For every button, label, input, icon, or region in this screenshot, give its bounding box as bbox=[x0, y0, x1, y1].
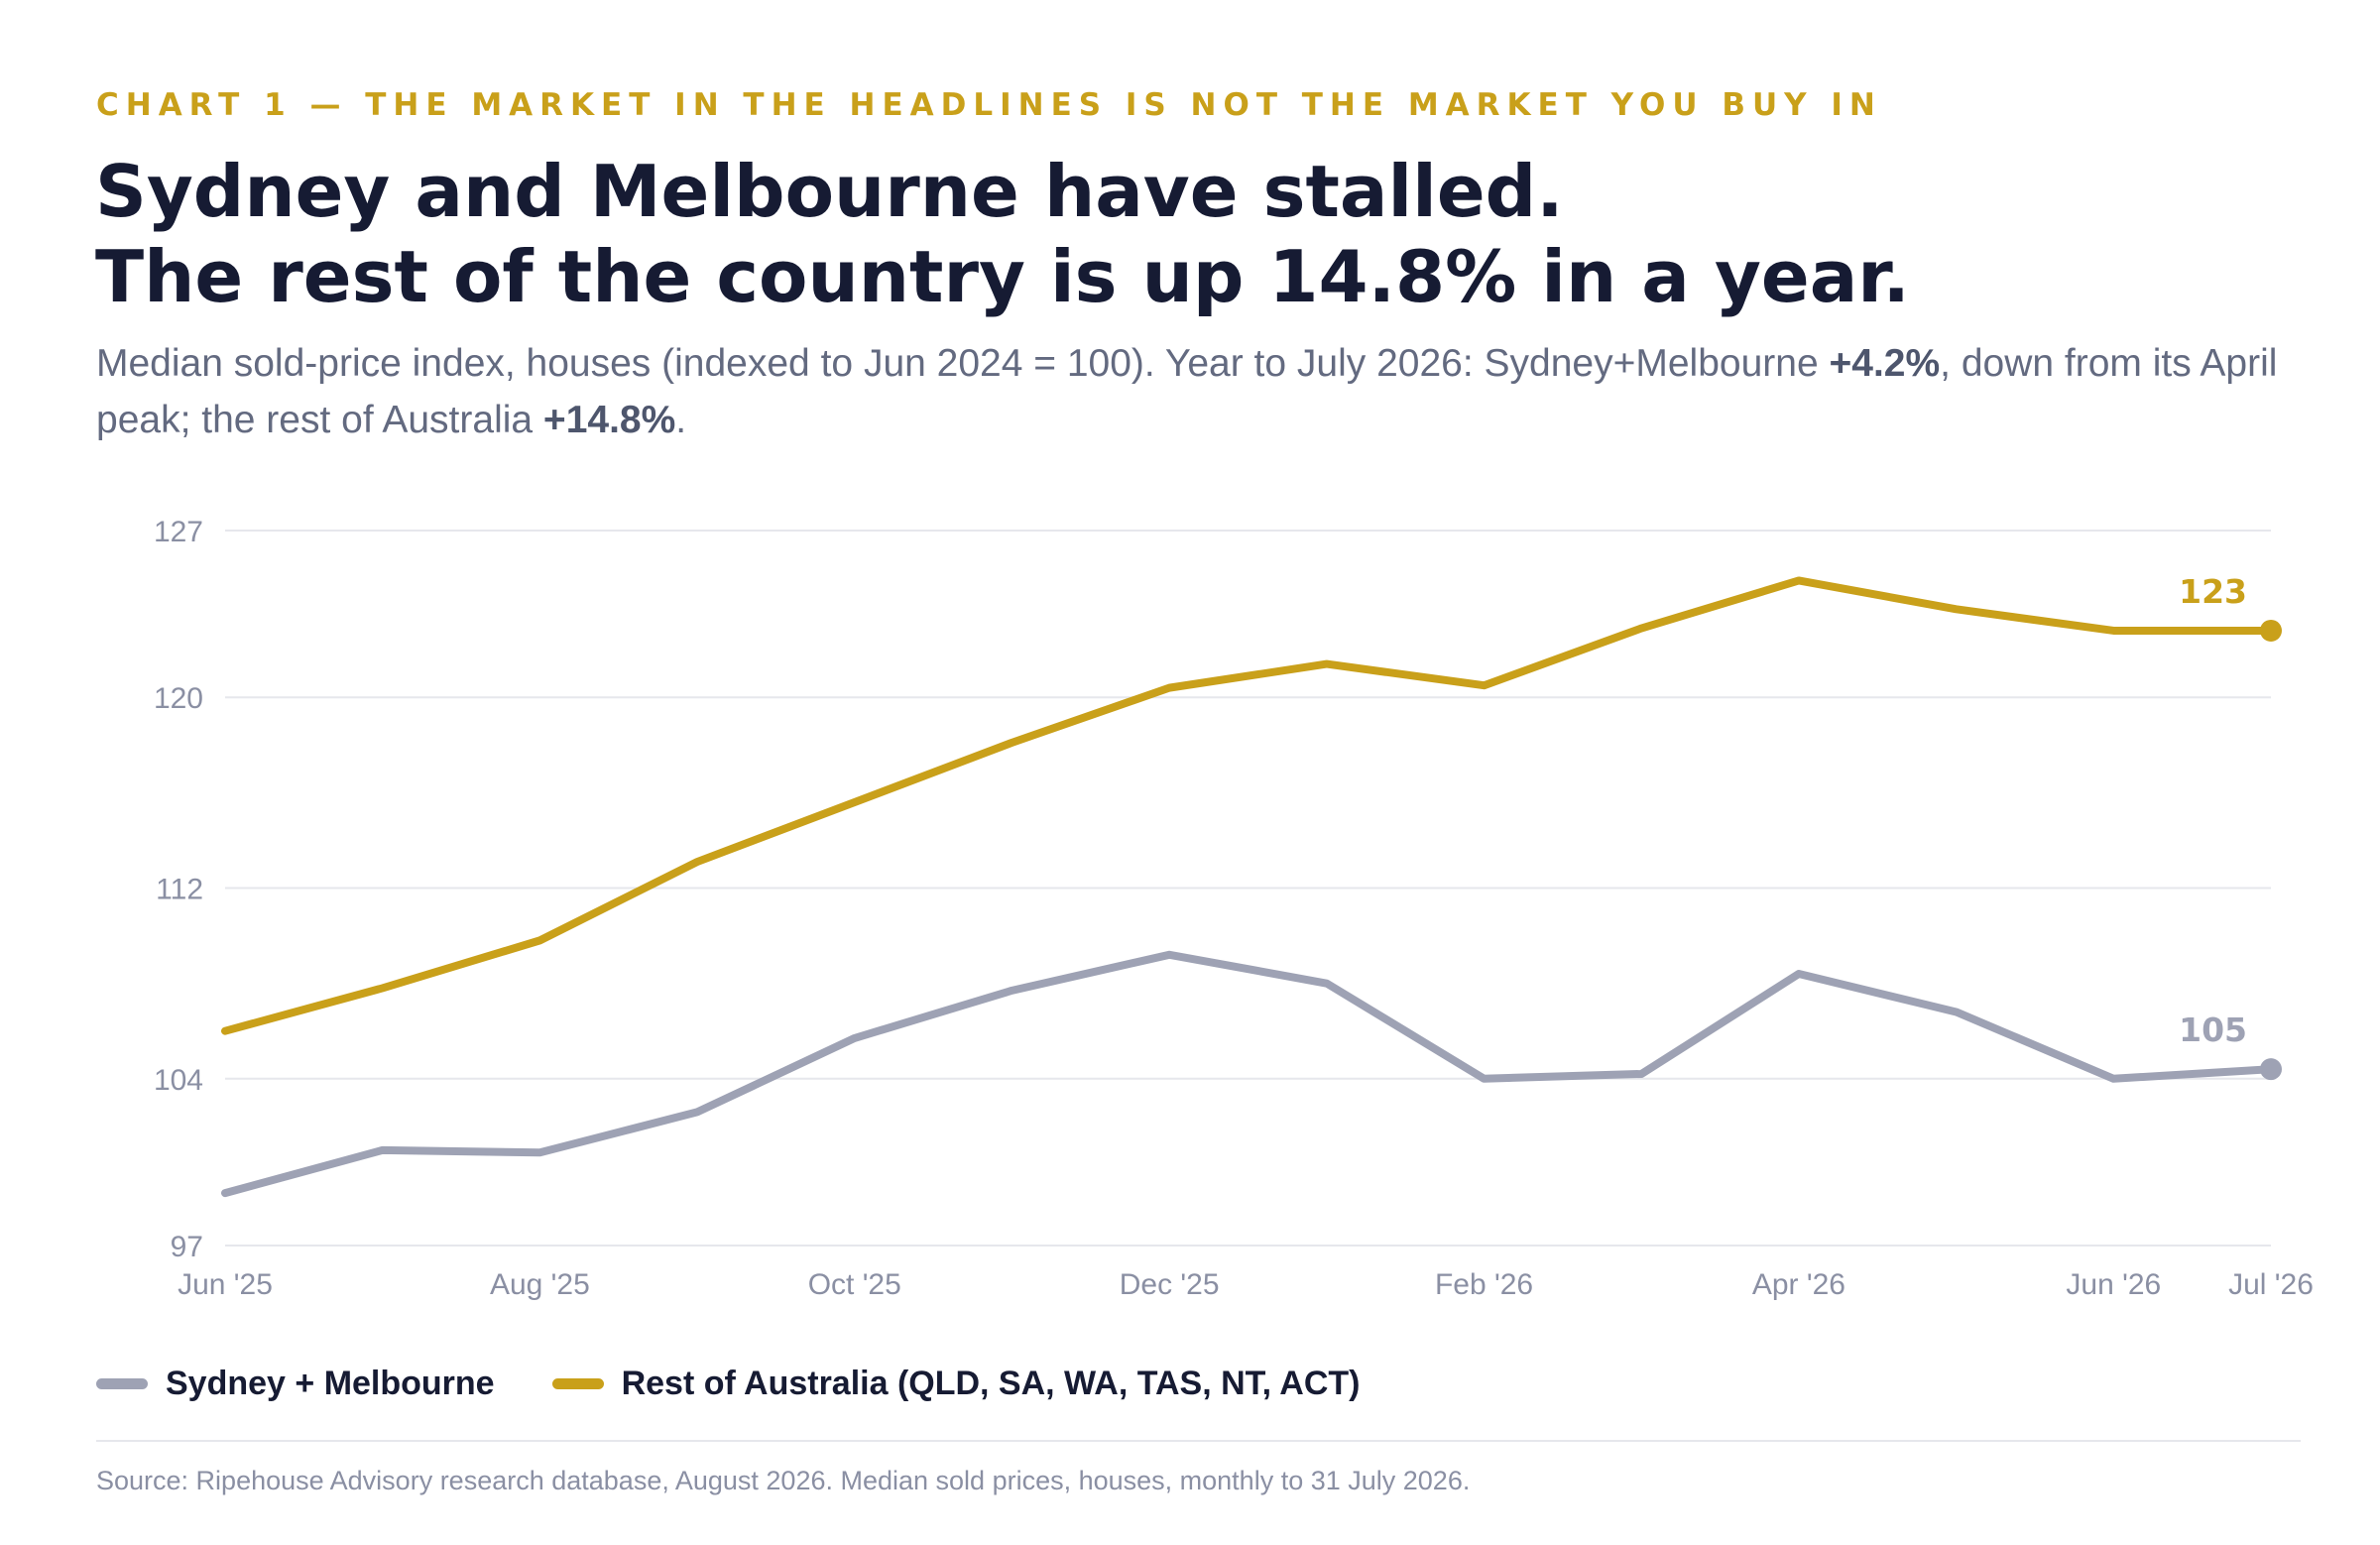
x-tick-label-feb-26: Feb '26 bbox=[1435, 1268, 1533, 1301]
end-label-sydney-melbourne: 105 bbox=[2179, 1010, 2247, 1049]
x-tick-label-aug-25: Aug '25 bbox=[490, 1268, 590, 1301]
x-tick-label-jun-26: Jun '26 bbox=[2066, 1268, 2161, 1301]
chart-kicker: CHART 1 — THE MARKET IN THE HEADLINES IS… bbox=[96, 87, 1882, 123]
subtitle-sydmel-change: +4.2% bbox=[1829, 342, 1941, 385]
headline-line-2: The rest of the country is up 14.8% in a… bbox=[95, 235, 1910, 318]
subtitle-text-2: , down from its April peak; the rest of … bbox=[96, 342, 2278, 441]
legend-swatch-sydney-melbourne bbox=[96, 1377, 148, 1389]
subtitle-rest-change: +14.8% bbox=[542, 399, 676, 441]
series-line-rest-of-australia bbox=[221, 576, 2275, 1035]
x-tick-label-jul-26: Jul '26 bbox=[2228, 1268, 2314, 1301]
gridlines bbox=[225, 530, 2271, 1247]
end-point-rest-of-australia bbox=[2260, 619, 2282, 642]
y-tick-label-112: 112 bbox=[156, 874, 203, 906]
chart-legend: Sydney + Melbourne Rest of Australia (QL… bbox=[96, 1359, 1417, 1408]
chart-subtitle: Median sold-price index, houses (indexed… bbox=[96, 335, 2318, 448]
subtitle-text-1: Median sold-price index, houses (indexed… bbox=[96, 342, 1830, 385]
y-tick-label-120: 120 bbox=[154, 682, 203, 715]
x-tick-label-oct-25: Oct '25 bbox=[808, 1268, 901, 1301]
legend-swatch-rest-of-australia bbox=[551, 1377, 604, 1389]
legend-label-rest-of-australia: Rest of Australia (QLD, SA, WA, TAS, NT,… bbox=[621, 1364, 1361, 1402]
series-line-sydney-melbourne bbox=[221, 950, 2275, 1198]
end-label-rest-of-australia: 123 bbox=[2179, 572, 2247, 611]
series-lines bbox=[221, 576, 2282, 1198]
x-tick-label-apr-26: Apr '26 bbox=[1752, 1268, 1845, 1301]
source-note: Source: Ripehouse Advisory research data… bbox=[96, 1466, 1471, 1495]
headline-line-1: Sydney and Melbourne have stalled. bbox=[95, 150, 1564, 233]
end-point-sydney-melbourne bbox=[2260, 1058, 2282, 1081]
legend-item-sydney-melbourne: Sydney + Melbourne bbox=[96, 1365, 495, 1403]
chart-headline: Sydney and Melbourne have stalled. The r… bbox=[95, 149, 1910, 319]
y-tick-label-104: 104 bbox=[154, 1064, 203, 1097]
x-tick-label-dec-25: Dec '25 bbox=[1120, 1268, 1220, 1301]
x-axis-ticks: Jun '25 Aug '25 Oct '25 Dec '25 Feb '26 Apr '… bbox=[178, 1268, 2314, 1301]
subtitle-text-3: . bbox=[675, 399, 687, 441]
y-tick-label-97: 97 bbox=[171, 1231, 203, 1263]
y-tick-label-127: 127 bbox=[154, 516, 203, 548]
x-tick-label-jun-25: Jun '25 bbox=[178, 1268, 273, 1301]
legend-label-sydney-melbourne: Sydney + Melbourne bbox=[166, 1364, 495, 1402]
y-axis-ticks: 97 104 112 120 127 bbox=[154, 516, 203, 1263]
end-labels: 105 123 bbox=[2179, 572, 2247, 1049]
footer-divider bbox=[96, 1440, 2301, 1442]
legend-item-rest-of-australia: Rest of Australia (QLD, SA, WA, TAS, NT,… bbox=[551, 1364, 1361, 1403]
